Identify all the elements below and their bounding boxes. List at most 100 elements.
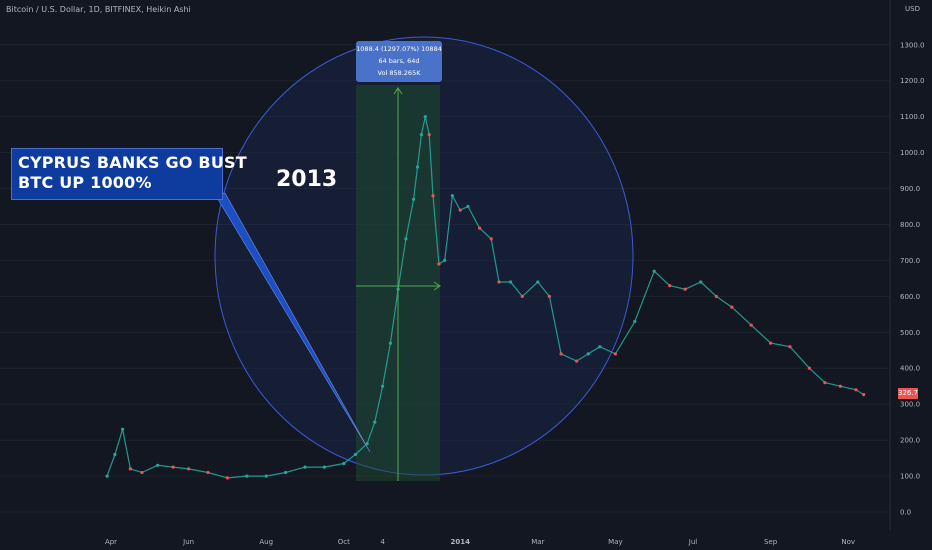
price-point bbox=[187, 467, 191, 471]
x-tick-label: 4 bbox=[380, 538, 385, 546]
y-tick-label: 300.0 bbox=[900, 401, 920, 409]
x-axis: Apr Jun Aug Oct 4 2014 Mar May Jul Sep Nov bbox=[105, 538, 855, 546]
price-point bbox=[121, 427, 125, 431]
price-point bbox=[423, 115, 427, 119]
price-point bbox=[458, 208, 462, 212]
price-point bbox=[478, 226, 482, 230]
y-tick-label: 1000.0 bbox=[900, 149, 925, 157]
x-tick-label: Aug bbox=[259, 538, 273, 546]
series-layer bbox=[105, 115, 866, 480]
y-tick-label: 700.0 bbox=[900, 257, 920, 265]
x-tick-label: Jul bbox=[688, 538, 698, 546]
price-point bbox=[388, 341, 392, 345]
price-point bbox=[489, 237, 493, 241]
y-tick-label: 1300.0 bbox=[900, 41, 925, 49]
x-tick-label: Apr bbox=[105, 538, 117, 546]
y-tick-label: 500.0 bbox=[900, 329, 920, 337]
price-point bbox=[431, 194, 435, 198]
price-point bbox=[466, 204, 470, 209]
y-tick-label: 0.0 bbox=[900, 509, 911, 517]
price-point bbox=[322, 465, 326, 469]
x-tick-label: Mar bbox=[531, 538, 544, 546]
annotation-callout[interactable]: CYPRUS BANKS GO BUST BTC UP 1000% bbox=[11, 148, 247, 200]
price-point bbox=[497, 280, 501, 284]
x-tick-label: Jun bbox=[182, 538, 194, 546]
price-point bbox=[206, 470, 210, 475]
x-tick-label: May bbox=[608, 538, 622, 546]
price-point bbox=[668, 284, 672, 288]
last-price-badge: 326.7 bbox=[898, 388, 919, 399]
price-point bbox=[854, 388, 858, 392]
price-point bbox=[245, 474, 249, 478]
price-point bbox=[443, 258, 447, 262]
measure-change: 1088.4 (1297.07%) 10884 bbox=[356, 45, 442, 53]
price-point bbox=[225, 476, 229, 480]
price-point bbox=[613, 352, 618, 356]
price-point bbox=[520, 294, 524, 298]
price-point bbox=[412, 197, 416, 201]
price-point bbox=[714, 294, 718, 298]
price-point bbox=[769, 341, 773, 345]
price-point bbox=[652, 269, 656, 273]
x-tick-label: Oct bbox=[338, 538, 350, 546]
price-point bbox=[171, 465, 175, 469]
price-point bbox=[365, 442, 369, 446]
price-point bbox=[419, 133, 423, 137]
price-point bbox=[838, 384, 843, 388]
x-tick-label: 2014 bbox=[450, 538, 470, 546]
price-point bbox=[415, 165, 420, 169]
x-tick-label: Sep bbox=[764, 538, 778, 546]
y-tick-label: 1100.0 bbox=[900, 113, 925, 121]
price-point bbox=[156, 463, 160, 467]
measure-arrow-right-icon bbox=[433, 281, 441, 291]
y-tick-label: 400.0 bbox=[900, 365, 920, 373]
price-point bbox=[598, 345, 602, 349]
callout-line-2: BTC UP 1000% bbox=[18, 173, 152, 192]
y-tick-label: 900.0 bbox=[900, 185, 920, 193]
price-point bbox=[284, 470, 288, 475]
measure-bars: 64 bars, 64d bbox=[378, 57, 420, 65]
price-point bbox=[586, 352, 590, 356]
y-tick-label: 600.0 bbox=[900, 293, 920, 301]
year-label: 2013 bbox=[276, 167, 338, 192]
price-point bbox=[536, 280, 540, 284]
measure-tooltip: 1088.4 (1297.07%) 10884 64 bars, 64d Vol… bbox=[356, 41, 442, 82]
price-point bbox=[427, 133, 431, 137]
symbol-title: Bitcoin / U.S. Dollar, 1D, BITFINEX, Hei… bbox=[6, 5, 191, 14]
price-point bbox=[788, 345, 792, 349]
callout-line-1: CYPRUS BANKS GO BUST bbox=[18, 153, 247, 172]
price-point bbox=[437, 262, 441, 266]
price-point bbox=[128, 467, 132, 471]
measure-volume: Vol 858.265K bbox=[377, 69, 421, 77]
price-point bbox=[547, 294, 552, 298]
price-point bbox=[264, 474, 268, 478]
price-point bbox=[381, 384, 385, 388]
price-point bbox=[404, 237, 408, 241]
x-tick-label: Nov bbox=[841, 538, 855, 546]
price-point bbox=[749, 323, 753, 327]
y-tick-label: 200.0 bbox=[900, 437, 920, 445]
price-point bbox=[342, 461, 346, 466]
y-axis: 0.0 100.0 200.0 300.0 400.0 500.0 600.0 700.0 80… bbox=[900, 41, 925, 516]
price-point bbox=[862, 393, 866, 397]
price-point bbox=[559, 352, 563, 356]
price-point bbox=[699, 280, 703, 284]
price-point bbox=[823, 381, 827, 385]
currency-label: USD bbox=[905, 5, 920, 13]
price-point bbox=[140, 470, 144, 475]
y-tick-label: 1200.0 bbox=[900, 77, 925, 85]
y-tick-label: 100.0 bbox=[900, 473, 920, 481]
price-point bbox=[633, 319, 637, 324]
price-point bbox=[683, 287, 687, 291]
price-point bbox=[575, 359, 579, 363]
price-point bbox=[353, 452, 357, 457]
y-tick-label: 800.0 bbox=[900, 221, 920, 229]
price-point bbox=[113, 452, 117, 457]
price-point bbox=[807, 366, 812, 370]
price-point bbox=[509, 280, 513, 284]
price-point bbox=[303, 465, 307, 469]
price-point bbox=[450, 194, 454, 198]
measure-arrow-up-icon bbox=[393, 87, 403, 95]
